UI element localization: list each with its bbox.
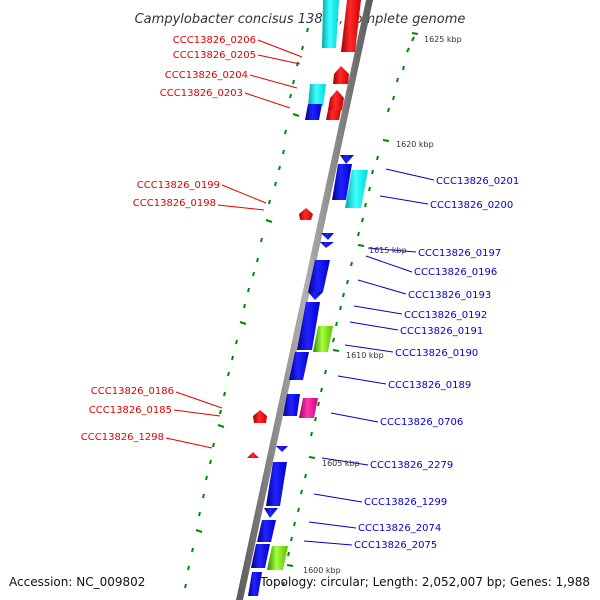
cyan-feature: [308, 84, 326, 106]
scale-labels: 1625 kbp 1620 kbp 1615 kbp 1610 kbp 1605…: [303, 35, 462, 575]
leader-line: [257, 39, 303, 58]
left-gene-label[interactable]: CCC13826_0186: [91, 386, 174, 397]
red-feature: [299, 208, 313, 220]
right-gene-label[interactable]: CCC13826_0706: [380, 417, 463, 428]
right-gene-label[interactable]: CCC13826_0192: [404, 310, 487, 321]
scale-label: 1605 kbp: [322, 459, 360, 468]
blue-arrowhead: [340, 155, 354, 164]
right-gene-label[interactable]: CCC13826_2074: [358, 523, 441, 534]
leader-line: [337, 375, 387, 385]
leader-line: [303, 540, 353, 546]
red-small-features: [247, 208, 313, 458]
inner-dotted-ring: [184, 27, 309, 589]
red-feature: [253, 410, 267, 423]
leader-line: [249, 74, 298, 89]
leader-line: [379, 195, 429, 205]
green-feature: [267, 546, 288, 570]
scale-label: 1620 kbp: [396, 140, 434, 149]
leader-line: [365, 255, 413, 273]
left-gene-label[interactable]: CCC13826_1298: [81, 432, 164, 443]
leader-line: [344, 344, 394, 353]
blue-arrowhead: [320, 242, 334, 248]
leader-line: [165, 437, 213, 449]
left-gene-label[interactable]: CCC13826_0185: [89, 405, 172, 416]
blue-feature: [289, 352, 309, 380]
blue-features: [248, 155, 368, 596]
blue-feature: [248, 572, 262, 596]
leader-line: [217, 204, 265, 211]
scale-label: 1625 kbp: [424, 35, 462, 44]
left-gene-labels: CCC13826_0206 CCC13826_0205 CCC13826_020…: [81, 35, 303, 449]
outer-tick-ring: [282, 32, 419, 587]
red-feature: [326, 110, 341, 120]
red-feature: [247, 452, 259, 458]
right-gene-label[interactable]: CCC13826_2075: [354, 540, 437, 551]
accession-text: Accession: NC_009802: [9, 575, 145, 589]
magenta-feature: [299, 398, 318, 418]
leader-line: [385, 168, 435, 181]
left-gene-label[interactable]: CCC13826_0205: [173, 50, 256, 61]
blue-arrowhead: [321, 233, 334, 240]
leader-line: [353, 305, 403, 315]
leader-line: [357, 279, 407, 295]
red-feature: [333, 66, 349, 84]
scale-label: 1610 kbp: [346, 351, 384, 360]
right-gene-label[interactable]: CCC13826_0190: [395, 348, 478, 359]
red-feature: [341, 0, 361, 52]
blue-feature: [332, 164, 352, 200]
right-gene-label[interactable]: CCC13826_1299: [364, 497, 447, 508]
topology-text: Topology: circular; Length: 2,052,007 bp…: [259, 575, 590, 589]
right-gene-label[interactable]: CCC13826_0191: [400, 326, 483, 337]
blue-feature: [257, 520, 276, 542]
left-gene-label[interactable]: CCC13826_0206: [173, 35, 256, 46]
right-gene-label[interactable]: CCC13826_0201: [436, 176, 519, 187]
scale-label: 1600 kbp: [303, 566, 341, 575]
right-gene-labels: CCC13826_0201 CCC13826_0200 CCC13826_019…: [303, 168, 519, 551]
left-gene-label[interactable]: CCC13826_0198: [133, 198, 216, 209]
blue-arrowhead: [308, 292, 323, 300]
blue-feature: [308, 260, 330, 292]
right-gene-label[interactable]: CCC13826_0189: [388, 380, 471, 391]
leader-line: [330, 412, 379, 423]
red-feature: [328, 90, 344, 110]
blue-feature: [305, 104, 322, 120]
leader-line: [175, 391, 223, 409]
right-gene-label[interactable]: CCC13826_0197: [418, 248, 501, 259]
leader-line: [367, 247, 417, 253]
leader-line: [321, 457, 369, 466]
blue-feature: [297, 302, 320, 350]
leader-line: [308, 521, 357, 529]
right-gene-label[interactable]: CCC13826_0200: [430, 200, 513, 211]
left-gene-label[interactable]: CCC13826_0204: [165, 70, 248, 81]
scale-label: 1615 kbp: [369, 246, 407, 255]
right-gene-label[interactable]: CCC13826_0196: [414, 267, 497, 278]
leader-line: [313, 493, 363, 503]
top-features: [305, 0, 361, 120]
leader-line: [349, 321, 399, 331]
cyan-feature: [345, 170, 368, 208]
right-gene-label[interactable]: CCC13826_2279: [370, 460, 453, 471]
blue-feature: [251, 544, 270, 568]
leader-line: [257, 54, 301, 65]
leader-line: [173, 409, 221, 417]
right-gene-label[interactable]: CCC13826_0193: [408, 290, 491, 301]
genome-backbone: [236, 0, 373, 600]
leader-line: [244, 92, 291, 109]
map-title: Campylobacter concisus 13826, complete g…: [135, 12, 466, 27]
blue-feature: [266, 462, 287, 506]
leader-line: [221, 184, 267, 204]
left-gene-label[interactable]: CCC13826_0199: [137, 180, 220, 191]
blue-feature: [283, 394, 300, 416]
green-feature: [313, 326, 333, 352]
blue-arrowhead: [276, 446, 288, 452]
blue-arrowhead: [264, 508, 278, 518]
left-gene-label[interactable]: CCC13826_0203: [160, 88, 243, 99]
cyan-feature: [322, 0, 339, 48]
